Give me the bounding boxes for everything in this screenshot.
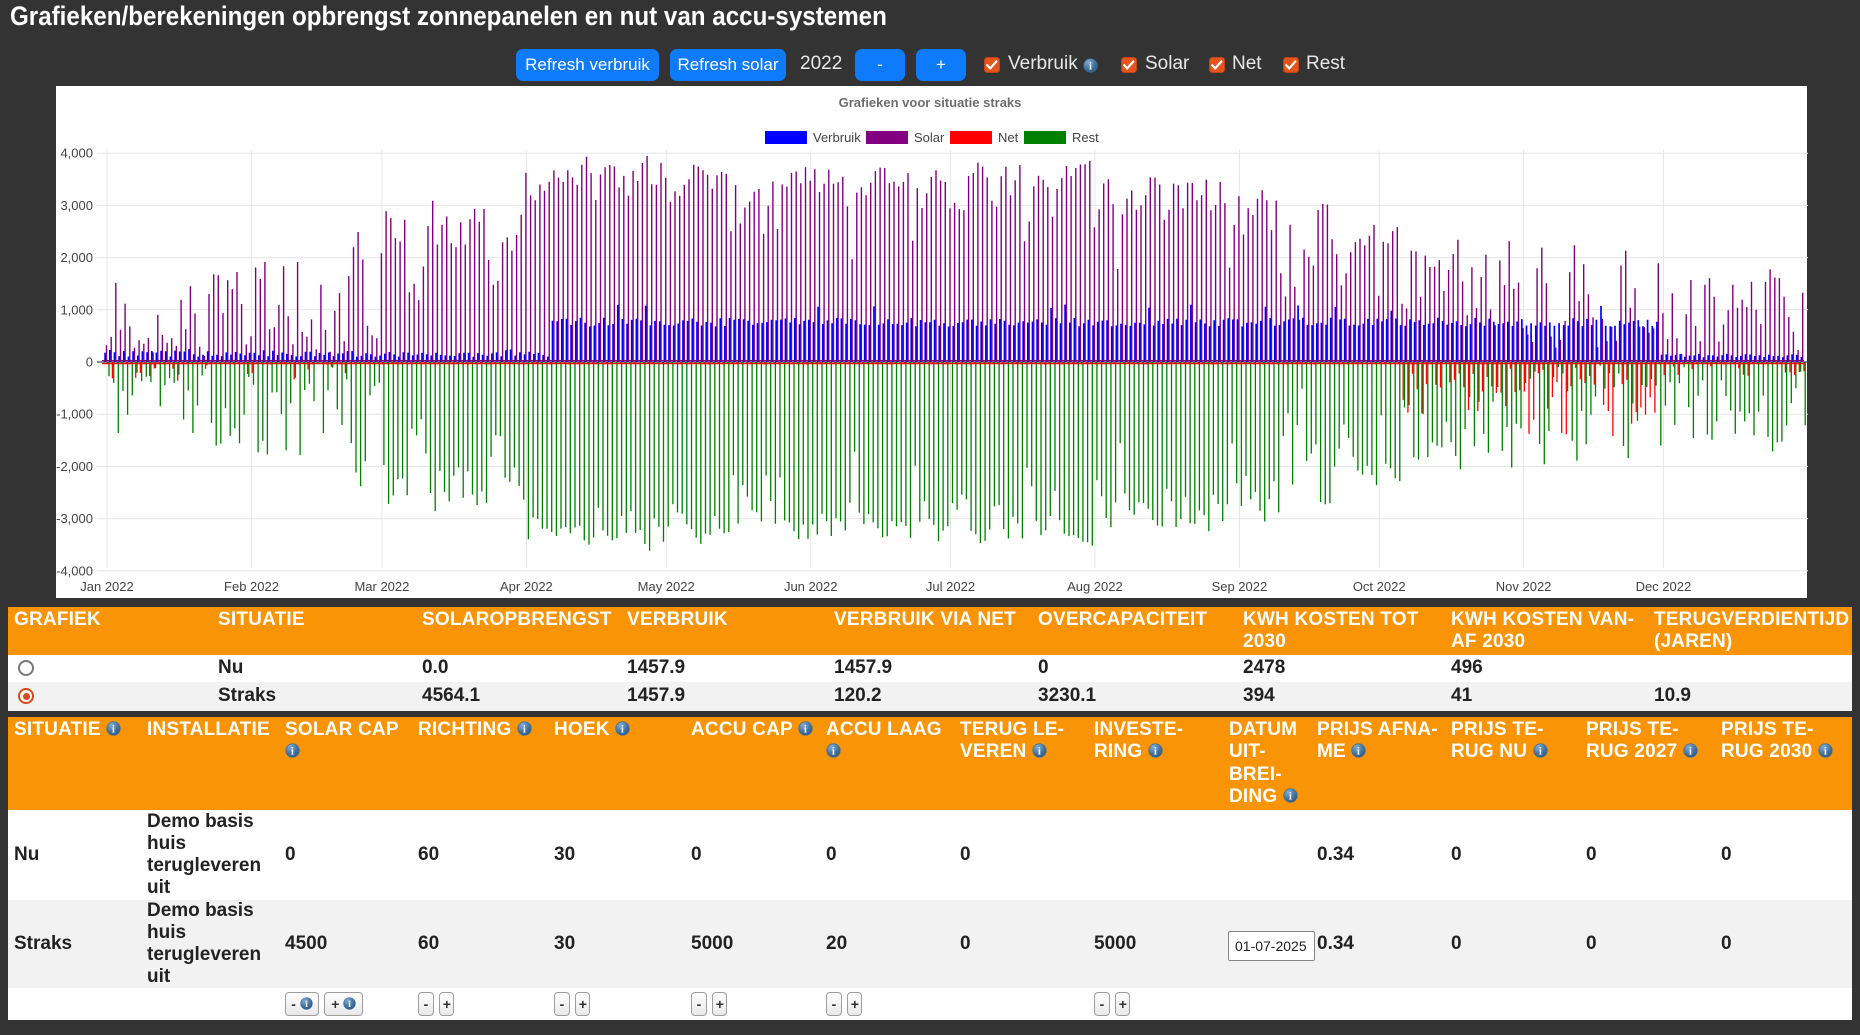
svg-text:i: i [1038,746,1041,758]
svg-text:i: i [1154,746,1157,758]
svg-text:i: i [1289,791,1292,803]
svg-text:Dec 2022: Dec 2022 [1636,579,1692,594]
svg-text:i: i [832,746,835,758]
svg-text:Rest: Rest [1072,130,1099,145]
svg-text:-1,000: -1,000 [56,407,93,422]
svg-text:2,000: 2,000 [60,250,93,265]
svg-text:i: i [112,723,115,735]
svg-text:i: i [1357,746,1360,758]
svg-text:Mar 2022: Mar 2022 [354,579,409,594]
svg-text:i: i [291,746,294,758]
svg-text:Verbruik: Verbruik [813,130,861,145]
svg-text:i: i [1089,60,1092,72]
svg-text:i: i [1539,746,1542,758]
svg-text:0: 0 [86,355,93,370]
svg-text:4,000: 4,000 [60,146,93,161]
svg-text:3,000: 3,000 [60,198,93,213]
svg-text:i: i [305,1000,308,1010]
svg-text:-4,000: -4,000 [56,563,93,578]
svg-text:i: i [349,1000,352,1010]
svg-text:Nov 2022: Nov 2022 [1496,579,1552,594]
svg-text:Jul 2022: Jul 2022 [926,579,975,594]
svg-text:Net: Net [998,130,1019,145]
svg-text:Solar: Solar [914,130,945,145]
svg-text:Oct 2022: Oct 2022 [1353,579,1406,594]
svg-text:Aug 2022: Aug 2022 [1067,579,1123,594]
svg-text:i: i [621,723,624,735]
svg-text:Jan 2022: Jan 2022 [80,579,134,594]
svg-text:i: i [1689,746,1692,758]
svg-text:May 2022: May 2022 [638,579,695,594]
svg-text:Grafieken voor situatie straks: Grafieken voor situatie straks [839,95,1022,110]
svg-text:Jun 2022: Jun 2022 [784,579,838,594]
svg-text:i: i [523,723,526,735]
svg-text:Apr 2022: Apr 2022 [500,579,553,594]
svg-text:i: i [1824,746,1827,758]
svg-text:1,000: 1,000 [60,302,93,317]
svg-text:Feb 2022: Feb 2022 [224,579,279,594]
svg-text:i: i [804,723,807,735]
svg-text:-3,000: -3,000 [56,511,93,526]
svg-text:-2,000: -2,000 [56,459,93,474]
svg-text:Sep 2022: Sep 2022 [1212,579,1268,594]
